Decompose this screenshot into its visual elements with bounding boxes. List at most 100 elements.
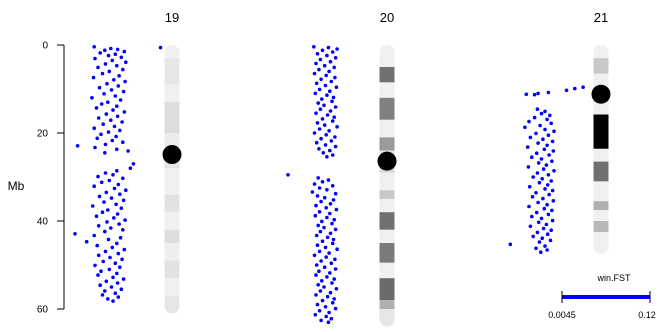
chromosome-band xyxy=(593,221,609,232)
fst-point xyxy=(318,229,323,234)
fst-point xyxy=(548,238,553,243)
fst-point xyxy=(322,225,326,230)
fst-point xyxy=(113,291,118,296)
fst-point xyxy=(313,213,318,218)
fst-point xyxy=(103,229,107,234)
fst-point xyxy=(550,159,554,163)
fst-point xyxy=(325,294,330,299)
centromere-marker xyxy=(377,151,397,171)
fst-point xyxy=(539,216,544,221)
fst-point xyxy=(333,75,337,80)
fst-point xyxy=(121,176,125,181)
fst-point xyxy=(112,124,117,129)
fst-point xyxy=(97,194,102,199)
fst-point xyxy=(546,173,551,177)
fst-point xyxy=(114,134,118,139)
chromosome-band xyxy=(593,161,609,182)
fst-point xyxy=(332,277,337,281)
fst-point xyxy=(325,113,330,117)
fst-point xyxy=(539,250,543,254)
fst-point xyxy=(93,145,97,150)
fst-point xyxy=(104,190,109,195)
fst-point xyxy=(331,237,336,242)
fst-point xyxy=(332,115,337,119)
fst-point xyxy=(530,214,534,219)
fst-point xyxy=(333,191,338,196)
fst-point xyxy=(103,249,108,254)
fst-point xyxy=(111,299,115,303)
chromosome-band xyxy=(593,102,609,115)
fst-point xyxy=(126,149,130,153)
fst-point xyxy=(112,216,116,220)
fst-point xyxy=(111,108,115,112)
fst-point xyxy=(325,275,329,279)
fst-point xyxy=(100,210,105,214)
fst-point xyxy=(314,111,318,115)
fst-point xyxy=(332,65,337,70)
fst-point xyxy=(109,46,113,51)
fst-point xyxy=(323,305,328,309)
fst-point xyxy=(322,123,327,127)
fst-point xyxy=(324,73,329,78)
fst-point xyxy=(102,92,106,96)
fst-point xyxy=(98,283,102,288)
fst-point xyxy=(113,261,118,266)
fst-point xyxy=(84,239,89,244)
fst-point xyxy=(93,56,97,61)
fst-point xyxy=(102,200,106,204)
chromosome-band xyxy=(593,201,609,210)
fst-point xyxy=(326,45,331,50)
fst-point xyxy=(315,302,320,307)
fst-point xyxy=(124,188,128,192)
y-tick-label: 20 xyxy=(37,129,49,140)
fst-point xyxy=(96,224,101,228)
fst-point xyxy=(335,125,339,129)
fst-point xyxy=(313,91,318,96)
fst-point xyxy=(115,114,120,119)
fst-point xyxy=(537,240,542,244)
fst-point xyxy=(320,239,325,243)
fst-point xyxy=(330,50,335,54)
fst-point xyxy=(119,55,124,60)
fst-point xyxy=(550,218,555,223)
fst-point xyxy=(330,221,334,226)
chromosome-band xyxy=(593,210,609,221)
chromosome-band xyxy=(379,190,395,199)
fst-point xyxy=(544,222,549,227)
chromosome-title: 20 xyxy=(380,10,394,25)
fst-point xyxy=(535,171,540,175)
fst-point xyxy=(104,112,109,116)
fst-point xyxy=(328,211,332,216)
fst-point xyxy=(315,243,320,247)
fst-point xyxy=(524,92,529,97)
chromosome-band xyxy=(593,148,609,162)
y-tick-label: 0 xyxy=(42,41,48,52)
fst-point xyxy=(335,247,339,251)
fst-point xyxy=(122,247,127,252)
fst-point xyxy=(334,287,339,291)
fst-point xyxy=(544,163,549,167)
fst-point xyxy=(531,234,535,239)
fst-point xyxy=(99,102,104,106)
fst-point xyxy=(120,257,124,262)
fst-point xyxy=(103,48,107,53)
fst-point xyxy=(330,281,334,285)
fst-point xyxy=(536,91,540,96)
fst-point xyxy=(542,206,547,211)
fst-point xyxy=(100,293,105,297)
fst-point xyxy=(326,178,331,182)
fst-point xyxy=(328,109,333,113)
fst-point xyxy=(106,237,111,242)
fst-point xyxy=(534,151,539,155)
fst-point xyxy=(325,188,329,192)
chromosome-band xyxy=(164,260,180,279)
fst-point xyxy=(536,141,540,145)
fst-point xyxy=(322,103,326,108)
fst-point xyxy=(317,186,322,190)
fst-point xyxy=(320,180,325,184)
fst-point xyxy=(534,191,538,195)
chromosome-band xyxy=(164,295,180,314)
fst-point xyxy=(315,121,320,125)
fst-point xyxy=(90,96,94,100)
fst-point xyxy=(573,86,577,91)
